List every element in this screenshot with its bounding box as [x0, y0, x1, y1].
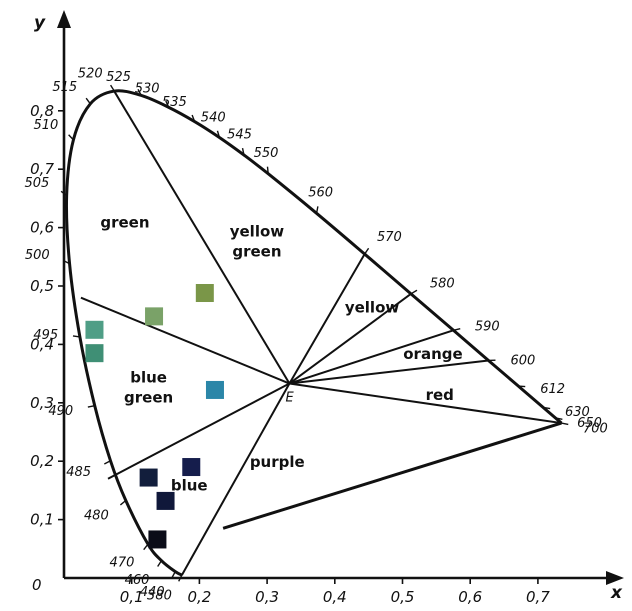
- sample-point: [140, 469, 158, 487]
- y-axis-label: y: [34, 13, 46, 33]
- x-tick-label: 0,3: [255, 588, 279, 606]
- wavelength-tick: [86, 98, 90, 104]
- wavelength-label: 470: [110, 556, 135, 571]
- sample-point: [196, 284, 214, 302]
- sample-point: [145, 307, 163, 325]
- x-tick-label: 0,6: [458, 588, 482, 606]
- region-label: red: [426, 386, 454, 404]
- wavelength-label: 590: [475, 319, 500, 334]
- region-label-line: green: [124, 388, 173, 406]
- region-label: blue green: [124, 368, 173, 406]
- sample-point: [148, 530, 166, 548]
- wavelength-tick: [158, 561, 162, 567]
- wavelength-tick: [120, 501, 125, 505]
- wavelength-tick: [453, 329, 460, 331]
- wavelength-label: 570: [377, 230, 402, 245]
- region-label: blue: [171, 476, 208, 494]
- wavelength-label: 495: [33, 328, 58, 343]
- region-label-line: green: [232, 242, 281, 260]
- wavelength-label: 550: [254, 146, 279, 161]
- wavelength-label: 560: [308, 186, 333, 201]
- wavelength-label: 480: [84, 508, 109, 523]
- y-tick-label: 0,1: [30, 511, 54, 529]
- wavelength-label: 500: [25, 248, 50, 263]
- y-tick-label: 0,5: [30, 277, 54, 295]
- wavelength-label: 485: [66, 465, 91, 480]
- wavelength-label: 520: [78, 66, 103, 81]
- wavelength-tick: [267, 167, 268, 174]
- wavelength-label: 580: [430, 277, 455, 292]
- wavelength-tick: [365, 248, 369, 254]
- wavelength-tick: [144, 544, 148, 549]
- wavelength-tick: [518, 386, 525, 387]
- wavelength-label: 545: [227, 127, 252, 142]
- x-tick-label: 0,7: [526, 588, 550, 606]
- wavelength-tick: [561, 423, 568, 424]
- origin-label: 0: [32, 576, 42, 594]
- x-tick-label: 0,5: [391, 588, 415, 606]
- boundary-line: [81, 298, 290, 384]
- sample-point: [85, 321, 103, 339]
- region-label-line: yellow: [230, 222, 285, 240]
- y-tick-label: 0,6: [30, 219, 54, 237]
- wavelength-label: 540: [201, 110, 226, 125]
- boundary-line: [289, 360, 488, 383]
- region-label: yellow: [345, 298, 400, 316]
- y-axis-arrow: [57, 10, 71, 28]
- region-label: yellow green: [230, 222, 285, 260]
- region-label: orange: [403, 345, 462, 363]
- wavelength-label: 535: [162, 95, 187, 110]
- wavelength-label: 490: [48, 404, 73, 419]
- wavelength-label: 510: [34, 118, 59, 133]
- region-label: purple: [250, 453, 305, 471]
- boundary-line: [289, 254, 364, 383]
- sample-point: [182, 458, 200, 476]
- wavelength-label: 515: [52, 80, 77, 95]
- region-labels: green yellow green yellow orange red blue green…: [100, 214, 462, 495]
- x-tick-label: 0,2: [187, 588, 211, 606]
- x-axis-label: x: [610, 583, 623, 603]
- y-tick-label: 0,2: [30, 452, 54, 470]
- purple-line: [223, 423, 561, 528]
- wavelength-label: 700: [583, 421, 608, 436]
- white-point-label: E: [285, 391, 294, 406]
- sample-point: [157, 492, 175, 510]
- region-label: green: [100, 214, 149, 232]
- wavelength-label: 612: [540, 382, 565, 397]
- wavelength-label: 460: [125, 573, 150, 588]
- wavelength-label: 505: [24, 176, 49, 191]
- y-ticks: 0,10,20,30,40,50,60,70,8: [30, 102, 64, 529]
- sample-point: [85, 344, 103, 362]
- x-tick-label: 0,4: [323, 588, 347, 606]
- wavelength-label: 600: [510, 354, 535, 369]
- wavelength-label: 530: [135, 81, 160, 96]
- wavelength-tick: [411, 290, 417, 294]
- wavelength-label: 525: [106, 70, 131, 85]
- sample-point: [206, 381, 224, 399]
- region-label-line: blue: [130, 368, 167, 386]
